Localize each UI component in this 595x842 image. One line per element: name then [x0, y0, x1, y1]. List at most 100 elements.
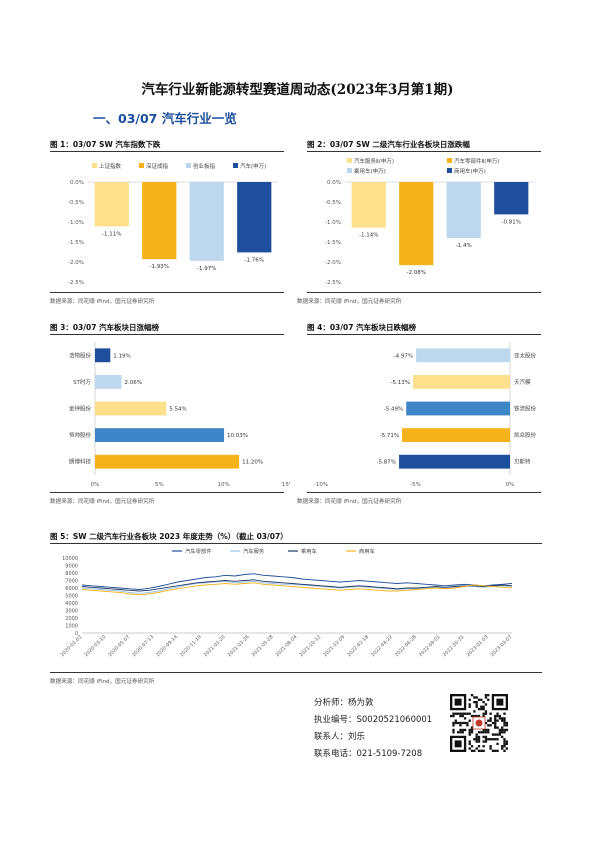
- fig4-chart: -4.97% 亚太股份 -5.13% 天汽模 -5.49% 铁流股份 -5.71% 凯众股份 -…: [314, 342, 537, 488]
- fig2-bar: [494, 182, 529, 215]
- qr-module: [452, 731, 455, 734]
- fig2-data-label: -1.4%: [456, 243, 472, 249]
- fig3-bar: [95, 374, 122, 389]
- qr-module: [484, 696, 488, 699]
- analyst-license: 执业编号：S0020521060001: [314, 715, 433, 725]
- qr-module: [484, 712, 488, 715]
- qr-module: [503, 745, 506, 748]
- fig5-title: 图 5：SW 二级汽车行业各板块 2023 年度走势（%）（截止 03/07）: [50, 532, 288, 541]
- qr-module: [456, 712, 460, 715]
- fig4-bar: [399, 454, 510, 469]
- fig5-xtick-label: 2023-01-03: [466, 634, 490, 658]
- fig4-title: 图 4：03/07 汽车板块日跌幅榜: [307, 323, 417, 332]
- qr-module: [503, 740, 506, 743]
- fig1-legend-swatch: [233, 163, 238, 168]
- qr-module: [489, 712, 492, 715]
- analyst-name: 分析师：杨为敦: [314, 698, 374, 708]
- qr-module: [489, 724, 492, 727]
- qr-module: [466, 721, 469, 725]
- fig2-chart: 汽车服务Ⅱ(申万) 汽车零部件Ⅱ(申万) 乘用车(申万) 商用车(申万) 0.0% -0.…: [325, 157, 535, 286]
- qr-module: [473, 738, 476, 741]
- fig1-data-label: -1.11%: [102, 231, 121, 237]
- fig2-rule: [307, 151, 541, 152]
- fig2-data-label: -1.14%: [359, 233, 378, 239]
- qr-module: [470, 714, 474, 718]
- qr-module: [480, 698, 483, 701]
- fig1-legend-label: 上证指数: [99, 162, 122, 170]
- qr-module: [503, 724, 506, 727]
- qr-module: [482, 740, 485, 743]
- qr-module: [484, 740, 488, 743]
- qr-module: [480, 707, 483, 711]
- fig5-legend-label: 汽车服务: [243, 547, 265, 555]
- qr-module: [463, 728, 467, 732]
- fig5-xtick-label: 2022-09-01: [418, 634, 442, 658]
- qr-module: [452, 728, 455, 732]
- qr-module: [461, 731, 464, 734]
- fig1-legend-label: 创业板指: [193, 162, 216, 170]
- qr-module: [475, 740, 478, 743]
- contact-phone: 联系电话：021-5109-7208: [314, 749, 423, 759]
- fig3-source: 数据来源：同花顺 iFind，国元证券研究所: [50, 499, 155, 505]
- fig3-bar: [95, 454, 240, 469]
- qr-module: [501, 747, 504, 750]
- fig5-xtick-label: 2020-03-10: [83, 634, 107, 658]
- fig1-ytick-label: -1.5%: [68, 240, 84, 246]
- fig4-data-label: -5.71%: [380, 433, 399, 439]
- fig3-bar: [95, 401, 167, 416]
- qr-module: [494, 749, 497, 752]
- fig3-xtick-label: 15%: [282, 482, 290, 488]
- fig5-ytick-label: 10000: [62, 556, 78, 562]
- qr-finder-core: [496, 698, 504, 706]
- qr-module: [466, 724, 469, 727]
- qr-module: [470, 745, 474, 748]
- fig4-category-label: 天汽模: [514, 378, 531, 386]
- fig4-xtick-label: -5%: [410, 482, 421, 488]
- qr-module: [454, 719, 457, 722]
- qr-module: [470, 728, 474, 732]
- fig2-ytick-label: -2.0%: [325, 260, 341, 266]
- fig4-category-label: 凯众股份: [514, 431, 537, 439]
- qr-module: [468, 705, 471, 708]
- fig3-data-label: 5.54%: [169, 407, 186, 413]
- fig3-rule: [50, 334, 284, 335]
- qr-module: [470, 726, 474, 729]
- qr-module: [503, 742, 506, 746]
- qr-module: [477, 714, 481, 718]
- qr-module: [461, 714, 464, 718]
- qr-module: [494, 733, 497, 736]
- qr-module: [487, 694, 490, 697]
- qr-module: [477, 738, 481, 741]
- fig1-ytick-label: -2.5%: [68, 280, 84, 286]
- fig5-ytick-label: 6000: [65, 586, 78, 592]
- fig1-ytick-label: 0.0%: [70, 180, 84, 186]
- qr-module: [505, 740, 508, 743]
- qr-module: [484, 703, 488, 706]
- fig3-data-label: 2.06%: [125, 380, 142, 386]
- fig5-ytick-label: 5000: [65, 594, 78, 600]
- qr-code[interactable]: [450, 694, 508, 752]
- fig5-xtick-label: 2020-05-07: [107, 634, 131, 658]
- qr-module: [475, 747, 478, 750]
- fig5-xtick-label: 2021-05-28: [251, 634, 275, 658]
- qr-module: [452, 712, 455, 715]
- fig4-bottom-rule: [307, 492, 541, 493]
- qr-module: [496, 738, 499, 741]
- qr-module: [491, 721, 495, 725]
- fig4-xtick-label: -10%: [314, 482, 328, 488]
- fig3-title: 图 3：03/07 汽车板块日涨幅榜: [50, 323, 160, 332]
- qr-module: [498, 731, 502, 734]
- fig5-xtick-label: 2020-07-13: [131, 634, 155, 658]
- qr-module: [473, 714, 476, 718]
- fig2-legend-swatch: [347, 158, 352, 163]
- fig5-series-line: [81, 580, 513, 594]
- fig5-bottom-rule: [50, 672, 542, 673]
- fig4-category-label: 亚太股份: [514, 351, 537, 359]
- fig2-ytick-label: 0.0%: [327, 180, 341, 186]
- qr-module: [501, 745, 504, 748]
- fig2-ytick-label: -2.5%: [325, 280, 341, 286]
- fig4-xtick-label: 0%: [506, 482, 515, 488]
- fig4-bar: [416, 348, 510, 363]
- qr-module: [461, 728, 464, 732]
